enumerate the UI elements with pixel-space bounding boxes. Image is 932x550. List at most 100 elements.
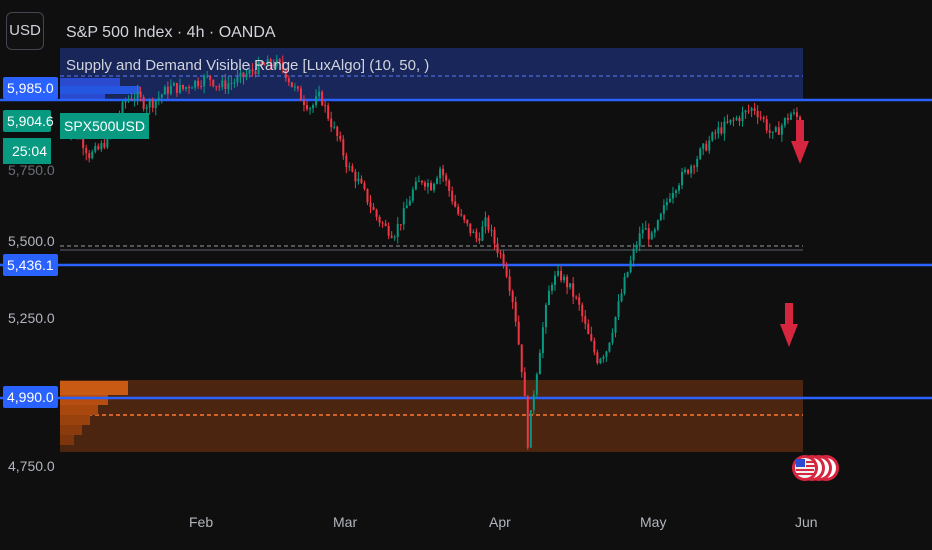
candle-body	[617, 301, 620, 318]
candle-body	[327, 105, 330, 119]
candle-body	[336, 126, 339, 136]
price-tick-4750: 4,750.0	[8, 458, 55, 474]
candle-body	[520, 344, 523, 373]
candle-body	[541, 327, 544, 353]
candle-body	[281, 62, 284, 70]
demand-zone	[60, 380, 803, 452]
candle-body	[484, 217, 487, 227]
candle-body	[206, 75, 209, 77]
candle-body	[218, 86, 221, 88]
candle-body	[351, 166, 354, 172]
candle-body	[157, 97, 160, 101]
candle-body	[163, 86, 166, 95]
candle-body	[526, 396, 529, 448]
candle-body	[439, 168, 442, 179]
candle-body	[575, 296, 578, 298]
candle-body	[466, 219, 469, 224]
candle-body	[584, 316, 587, 324]
candle-body	[638, 233, 641, 246]
candle-body	[668, 198, 671, 202]
candle-body	[154, 100, 157, 108]
price-marker-bottom-level: 4,990.0	[3, 386, 58, 408]
candle-body	[363, 183, 366, 189]
candle-body	[554, 275, 557, 285]
candle-body	[786, 118, 789, 120]
candle-body	[160, 94, 163, 98]
candle-body	[702, 143, 705, 149]
candle-body	[650, 232, 653, 240]
candle-body	[596, 352, 599, 363]
candle-body	[502, 253, 505, 266]
candle-body	[257, 61, 260, 75]
candle-body	[315, 96, 318, 106]
currency-button[interactable]: USD	[6, 12, 44, 50]
candle-body	[239, 72, 242, 77]
indicator-title[interactable]: Supply and Demand Visible Range [LuxAlgo…	[66, 57, 430, 74]
candle-body	[375, 209, 378, 217]
candle-body	[699, 148, 702, 159]
candle-body	[696, 158, 699, 168]
candle-body	[629, 260, 632, 273]
candle-body	[738, 117, 741, 122]
candle-body	[590, 334, 593, 341]
candle-body	[293, 86, 296, 88]
candle-body	[560, 270, 563, 281]
candle-body	[411, 189, 414, 201]
candle-body	[188, 87, 191, 89]
us-flag-icon[interactable]	[792, 455, 839, 481]
candle-body	[514, 301, 517, 322]
candle-body	[765, 119, 768, 131]
candle-body	[783, 118, 786, 126]
candle-body	[578, 297, 581, 305]
candle-body	[372, 207, 375, 210]
candle-body	[708, 140, 711, 151]
candle-body	[191, 87, 194, 89]
candle-body	[550, 284, 553, 291]
candle-body	[148, 100, 151, 108]
last-price-marker: 5,904.6	[3, 110, 54, 132]
candle-body	[720, 127, 723, 134]
candle-body	[623, 276, 626, 294]
candle-body	[508, 276, 511, 292]
candle-body	[678, 185, 681, 191]
candle-body	[777, 127, 780, 135]
candle-body	[284, 69, 287, 79]
candle-body	[795, 112, 798, 117]
time-tick-mar: Mar	[333, 514, 358, 530]
candle-body	[227, 83, 230, 89]
candle-body	[792, 112, 795, 114]
candle-body	[230, 82, 233, 84]
candle-body	[172, 82, 175, 86]
candle-body	[593, 340, 596, 353]
candle-body	[569, 283, 572, 288]
candle-body	[212, 79, 215, 87]
candle-body	[178, 84, 181, 93]
candle-body	[142, 97, 145, 109]
candle-body	[175, 82, 178, 93]
candle-body	[535, 374, 538, 395]
candle-body	[260, 61, 263, 65]
candle-body	[799, 116, 801, 123]
candle-body	[330, 118, 333, 128]
candle-body	[448, 180, 451, 191]
candle-body	[744, 110, 747, 113]
candle-body	[581, 304, 584, 317]
price-marker-top-level: 5,985.0	[3, 77, 58, 99]
time-tick-may: May	[640, 514, 667, 530]
candle-body	[384, 223, 387, 226]
candle-body	[408, 200, 411, 206]
candle-body	[735, 117, 738, 120]
candle-body	[475, 231, 478, 239]
candle-body	[532, 394, 535, 411]
candle-body	[460, 214, 463, 216]
candle-body	[139, 91, 142, 98]
candle-body	[185, 87, 188, 89]
candle-body	[711, 132, 714, 141]
candle-body	[626, 272, 629, 277]
candle-body	[296, 86, 299, 89]
price-tick-5250: 5,250.0	[8, 310, 55, 326]
candle-body	[224, 80, 227, 89]
candle-body	[426, 183, 429, 187]
candle-body	[693, 166, 696, 168]
